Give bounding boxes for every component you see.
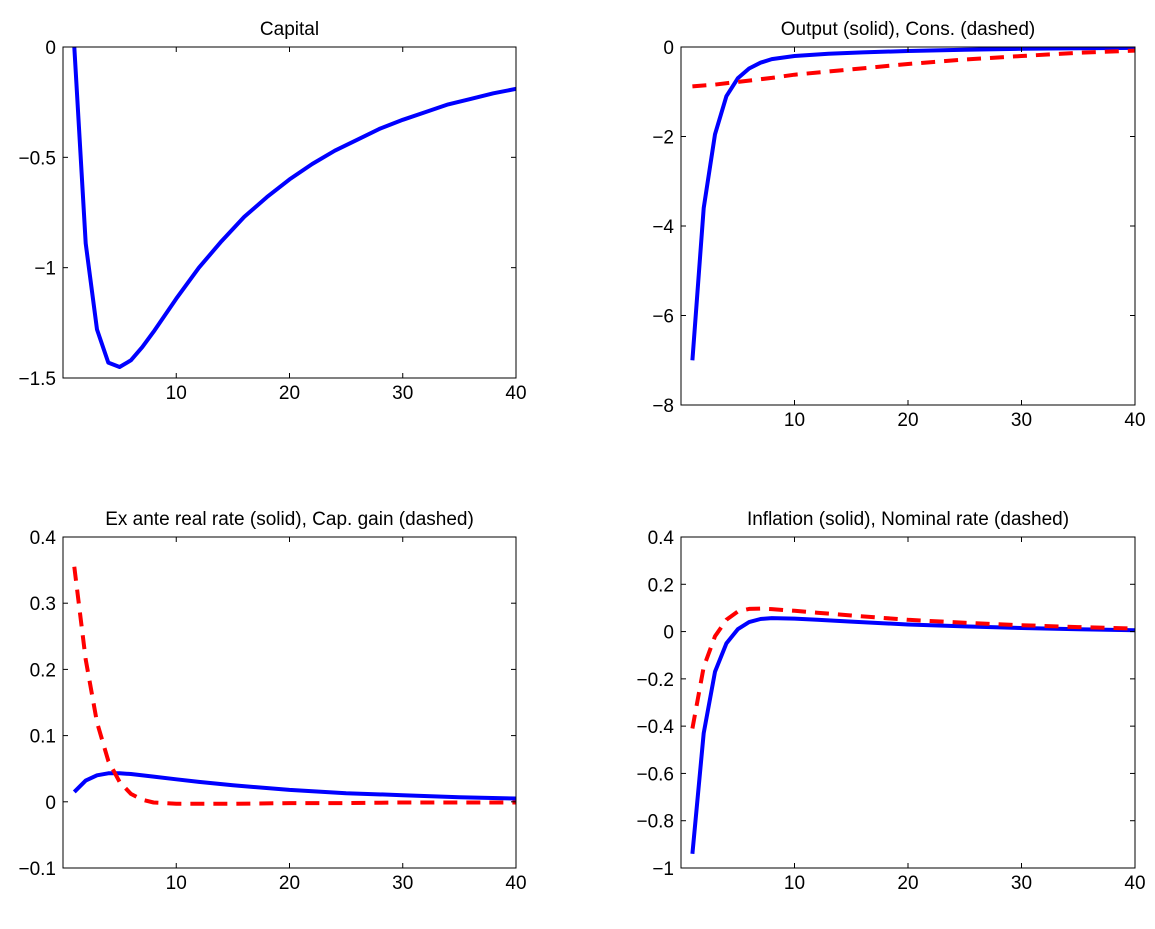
y-tick-label: 0.3 <box>30 594 56 615</box>
y-tick-label: 0 <box>45 38 56 59</box>
series-line-dashed <box>690 606 1135 729</box>
y-tick-label: −0.1 <box>18 859 56 880</box>
x-tick-label: 40 <box>1124 873 1145 894</box>
chart-panel-2: Output (solid), Cons. (dashed) 10 20 30 40 0 −… <box>652 19 1145 431</box>
chart-title: Ex ante real rate (solid), Cap. gain (da… <box>105 509 474 530</box>
x-tick-label: 10 <box>166 873 187 894</box>
series-line-dashed <box>692 48 1135 89</box>
axes-frame <box>62 46 517 379</box>
x-tick-label: 10 <box>784 410 805 431</box>
y-tick-label: −1 <box>34 259 56 280</box>
y-tick-label: −1 <box>652 859 674 880</box>
x-tick-label: 10 <box>784 873 805 894</box>
y-tick-label: −2 <box>652 128 674 149</box>
y-tick-label: 0.1 <box>30 727 56 748</box>
x-tick-label: 30 <box>1011 410 1032 431</box>
x-tick-label: 40 <box>505 873 526 894</box>
y-tick-label: 0 <box>663 38 674 59</box>
y-tick-label: −0.4 <box>636 717 674 738</box>
chart-panel-4: Inflation (solid), Nominal rate (dashed)… <box>636 509 1145 894</box>
x-tick-label: 20 <box>897 410 918 431</box>
y-tick-label: −0.8 <box>636 812 674 833</box>
x-tick-label: 40 <box>1124 410 1145 431</box>
x-tick-label: 30 <box>392 383 413 404</box>
series-line-solid <box>72 771 516 801</box>
x-tick-label: 20 <box>279 873 300 894</box>
series-line-dashed <box>72 566 516 806</box>
y-tick-label: 0.2 <box>30 660 56 681</box>
series-line-solid <box>72 47 516 369</box>
y-tick-label: 0 <box>663 623 674 644</box>
y-tick-label: −0.5 <box>18 148 56 169</box>
x-tick-label: 30 <box>1011 873 1032 894</box>
chart-title: Inflation (solid), Nominal rate (dashed) <box>747 509 1069 530</box>
axes-frame <box>680 46 1136 406</box>
y-tick-label: −1.5 <box>18 369 56 390</box>
series-line-solid <box>690 616 1135 854</box>
y-tick-label: −0.6 <box>636 764 674 785</box>
y-tick-label: 0.4 <box>30 528 57 549</box>
x-tick-label: 20 <box>897 873 918 894</box>
y-tick-label: −8 <box>652 396 674 417</box>
chart-title: Output (solid), Cons. (dashed) <box>781 19 1036 40</box>
x-tick-label: 30 <box>392 873 413 894</box>
y-tick-label: 0.2 <box>648 575 674 596</box>
chart-panel-3: Ex ante real rate (solid), Cap. gain (da… <box>18 509 526 894</box>
y-tick-label: −6 <box>652 307 674 328</box>
series-line-solid <box>690 47 1135 361</box>
axes-frame <box>680 536 1136 869</box>
x-tick-label: 20 <box>279 383 300 404</box>
chart-title: Capital <box>260 19 319 40</box>
y-tick-label: −4 <box>652 217 674 238</box>
x-tick-label: 10 <box>166 383 187 404</box>
y-tick-label: 0 <box>45 793 56 814</box>
axes-frame <box>62 536 517 869</box>
chart-panel-1: Capital 10 20 30 40 0 −0.5 −1 −1.5 <box>18 19 526 404</box>
y-tick-label: −0.2 <box>636 670 674 691</box>
x-tick-label: 40 <box>505 383 526 404</box>
y-tick-label: 0.4 <box>648 528 675 549</box>
